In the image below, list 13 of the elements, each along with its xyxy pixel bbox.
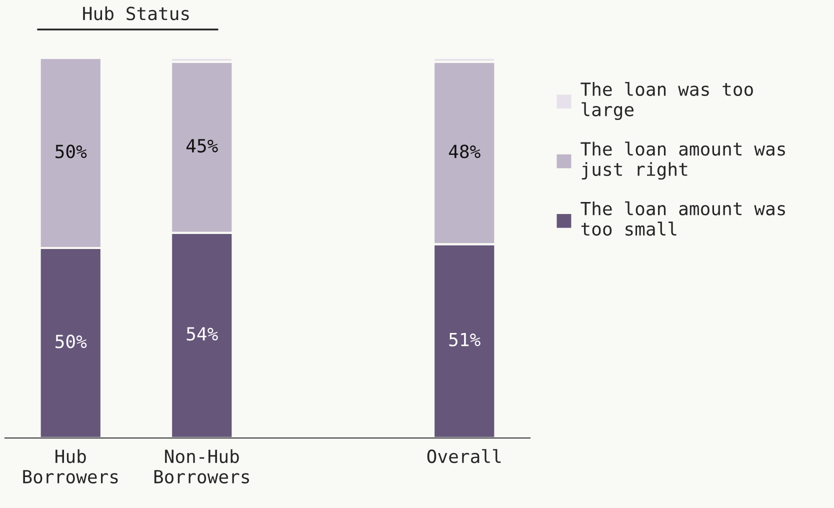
data-label: 50% [56,334,87,348]
legend-label: The loan amount was just right [580,142,785,180]
data-label: 50% [56,144,87,158]
data-label: 54% [186,327,218,341]
x-tick-label: Overall [427,449,501,464]
data-label: 51% [449,332,480,346]
text: Hub Status [83,6,189,20]
data-label: 45% [186,139,218,153]
x-tick-label: Hub Borrowers [23,449,118,484]
data-label: 48% [448,144,480,158]
legend-label: The loan was too large [580,82,753,120]
legend-label: The loan amount was too small [580,201,785,236]
x-tick-label: Non-Hub Borrowers [154,449,250,484]
